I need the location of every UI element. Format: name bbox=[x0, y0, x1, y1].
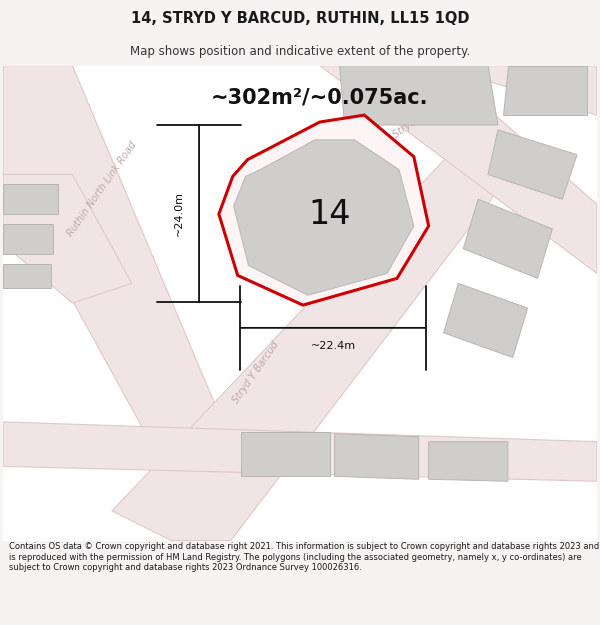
Text: ~302m²/~0.075ac.: ~302m²/~0.075ac. bbox=[211, 88, 428, 108]
Text: 14: 14 bbox=[308, 198, 351, 231]
Polygon shape bbox=[463, 199, 553, 278]
Polygon shape bbox=[3, 174, 132, 303]
Polygon shape bbox=[320, 66, 597, 274]
Polygon shape bbox=[3, 224, 53, 254]
Polygon shape bbox=[3, 264, 50, 288]
Text: Stryd Y Barcud: Stryd Y Barcud bbox=[391, 90, 457, 140]
Polygon shape bbox=[503, 66, 587, 115]
Polygon shape bbox=[443, 283, 527, 357]
Text: Stryd Y Barcud: Stryd Y Barcud bbox=[230, 339, 280, 405]
Text: ~22.4m: ~22.4m bbox=[311, 341, 356, 351]
Polygon shape bbox=[233, 140, 414, 295]
Polygon shape bbox=[112, 145, 518, 541]
Polygon shape bbox=[3, 184, 58, 214]
Polygon shape bbox=[488, 130, 577, 199]
Polygon shape bbox=[340, 66, 498, 125]
Polygon shape bbox=[3, 66, 231, 471]
Polygon shape bbox=[3, 422, 597, 481]
Text: 14, STRYD Y BARCUD, RUTHIN, LL15 1QD: 14, STRYD Y BARCUD, RUTHIN, LL15 1QD bbox=[131, 11, 469, 26]
Text: Ruthin North Link Road: Ruthin North Link Road bbox=[65, 140, 139, 239]
Polygon shape bbox=[219, 115, 428, 305]
Polygon shape bbox=[439, 66, 597, 115]
Text: ~24.0m: ~24.0m bbox=[174, 191, 184, 236]
Polygon shape bbox=[241, 432, 329, 476]
Text: Map shows position and indicative extent of the property.: Map shows position and indicative extent… bbox=[130, 45, 470, 58]
Polygon shape bbox=[335, 434, 419, 479]
Polygon shape bbox=[428, 442, 508, 481]
Text: Contains OS data © Crown copyright and database right 2021. This information is : Contains OS data © Crown copyright and d… bbox=[9, 542, 599, 572]
